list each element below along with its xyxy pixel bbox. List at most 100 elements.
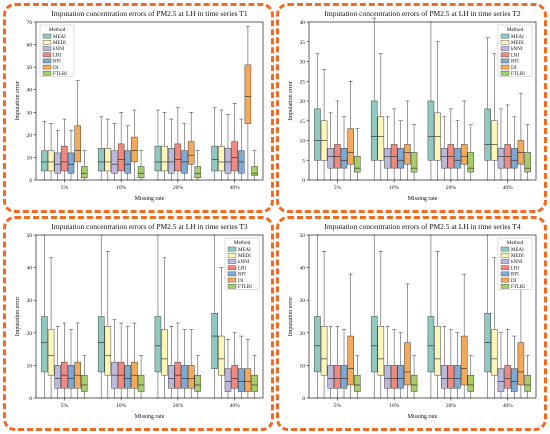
legend-swatch [42,40,52,45]
x-tick-label: 10% [389,403,400,409]
plot-area [308,234,537,399]
box-di-5pct [74,80,81,181]
box-knni-5pct [327,112,334,181]
legend-entry: LRI [511,53,519,58]
box-body [218,145,225,172]
box-ftlri-5pct [81,355,88,399]
legend-entry: MEAI [511,35,524,40]
legend-swatch [42,52,52,57]
x-tick-label: 40% [503,185,514,191]
x-axis-label: Missing rate [135,196,165,202]
box-body [251,374,258,392]
legend-swatch [227,284,237,289]
chart-panel-t3: Imputation concentration errors of PM2.5… [3,216,274,431]
box-knni-10pct [384,116,391,181]
box-di-20pct [460,100,468,181]
box-di-10pct [404,100,411,181]
box-rfi-5pct [67,329,75,399]
y-tick-label: 10 [300,139,306,145]
y-tick-label: 15 [300,119,306,125]
box-body [404,342,411,386]
legend-entry: DI [238,279,244,284]
box-medi-20pct [434,41,441,181]
box-meai-40pct [484,234,491,399]
y-axis-label: Imputation error [288,297,294,337]
box-lri-20pct [447,329,455,399]
box-medi-40pct [218,267,225,399]
box-ftlri-20pct [467,355,475,399]
box-body [104,326,112,376]
y-tick-label: 50 [27,65,33,71]
legend-entry: MEDI [511,254,524,259]
box-rfi-10pct [124,125,132,181]
legend-swatch [500,58,510,64]
plot-area [35,234,264,399]
legend-entry: RFI [238,273,246,278]
y-tick-label: 30 [300,60,306,66]
box-meai-5pct [41,121,48,181]
box-medi-10pct [104,251,112,399]
y-tick-label: 20 [300,99,306,105]
box-body [41,316,48,373]
box-body [81,166,88,178]
chart-title: Imputation concentration errors of PM2.5… [51,222,248,231]
box-meai-40pct [211,234,218,399]
box-body [117,143,125,172]
box-rfi-20pct [454,332,461,399]
x-tick-label: 40% [503,403,514,409]
box-knni-20pct [440,326,448,399]
box-body [327,148,334,169]
box-body [194,374,202,392]
y-tick-label: 30 [300,298,306,304]
box-ftlri-40pct [524,355,531,399]
box-body [347,335,354,386]
box-body [370,316,378,373]
legend-swatch [500,33,510,39]
box-knni-20pct [440,116,448,181]
legend-entry: MEAI [53,35,66,40]
box-di-40pct [244,339,252,399]
legend-entry: RFI [53,60,61,65]
box-meai-20pct [427,234,435,399]
box-body [434,326,441,376]
x-axis-label: Missing rate [408,414,438,420]
x-tick-label: 20% [173,403,184,409]
box-body [370,100,378,161]
box-body [124,365,132,389]
box-ftlri-40pct [251,355,258,399]
box-di-5pct [347,81,354,181]
legend-swatch [42,58,52,64]
box-body [167,365,175,389]
box-medi-10pct [377,53,385,181]
box-body [377,326,385,376]
legend-entry: LRI [238,266,246,271]
box-body [377,116,385,161]
chart-title: Imputation concentration errors of PM2.5… [51,9,248,18]
box-body [491,120,498,161]
box-di-10pct [131,109,138,181]
y-tick-label: 0 [302,178,305,184]
y-tick-label: 20 [27,133,33,139]
box-body [511,368,518,392]
y-tick-label: 20 [27,331,33,337]
box-body [334,365,341,389]
box-body [81,374,88,392]
x-tick-label: 40% [230,403,241,409]
y-tick-label: 50 [27,233,33,239]
box-body [504,365,511,389]
box-body [340,148,348,169]
y-axis-label: Imputation error [15,297,21,337]
box-body [511,148,518,169]
box-body [404,144,411,165]
x-tick-label: 40% [230,185,241,191]
box-body [54,365,61,389]
box-body [137,166,145,178]
chart-panel-t2: Imputation concentration errors of PM2.5… [276,3,547,213]
box-body [327,365,334,389]
box-body [224,148,232,174]
box-knni-5pct [54,130,61,181]
box-plot-chart: Imputation concentration errors of PM2.5… [288,222,537,420]
box-lri-5pct [61,322,68,399]
